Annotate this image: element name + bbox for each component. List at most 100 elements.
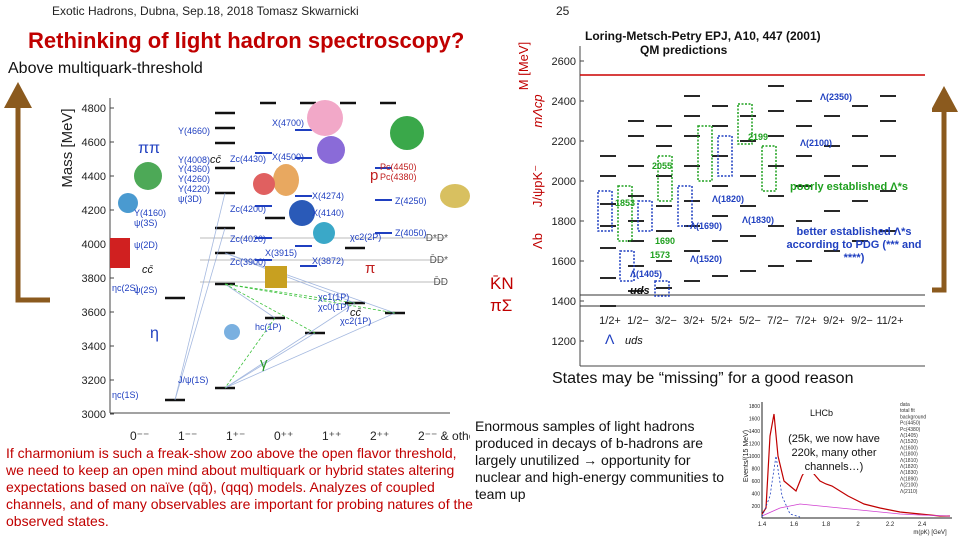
svg-text:χc0(1P): χc0(1P)	[318, 302, 349, 312]
svg-text:X(4500): X(4500)	[272, 152, 304, 162]
svg-text:Λ(1690): Λ(1690)	[690, 221, 722, 231]
svg-text:X(4140): X(4140)	[312, 208, 344, 218]
lhcb-legend-entry: Λ(1820)	[900, 464, 918, 470]
uds-label-bottom: uds	[625, 335, 643, 347]
charm-x-tick: 0⁻⁻	[130, 429, 149, 443]
lambda-x-tick: 9/2+	[823, 315, 845, 327]
svg-text:p: p	[370, 167, 378, 184]
svg-text:cc̄: cc̄	[210, 154, 222, 166]
lambda-x-tick: 7/2+	[795, 315, 817, 327]
lhcb-legend-entry: Λ(2100)	[900, 483, 918, 489]
svg-text:Z(4250): Z(4250)	[395, 196, 427, 206]
left-arrow-head	[4, 82, 32, 108]
lambda-x-tick: 3/2+	[683, 315, 705, 327]
lhcb-legend-entry: total fit	[900, 408, 915, 414]
charm-x-tick: 2⁺⁺	[370, 429, 389, 443]
lhcb-y-label: Events/(15 MeV)	[743, 430, 750, 482]
lambda-x-ticks: 1/2+ 1/2− 3/2− 3/2+ 5/2+ 5/2− 7/2− 7/2+ 9/2+ 9/2−…	[599, 315, 903, 327]
lhcb-note: (25k, we now have 220k, many other chann…	[784, 432, 884, 474]
svg-text:π: π	[365, 260, 375, 277]
lhcb-y-tick: 1600	[749, 417, 760, 423]
svg-text:Y(4360): Y(4360)	[178, 164, 210, 174]
lhcb-y-tick: 1200	[749, 442, 760, 448]
threshold-mlambda-cp: mΛcp	[530, 94, 545, 127]
lhcb-legend-entry: Λ(1810)	[900, 458, 918, 464]
page-number: 25	[556, 4, 570, 18]
svg-text:χc2(1P): χc2(1P)	[340, 316, 371, 326]
lhcb-legend-entry: Λ(1800)	[900, 452, 918, 458]
lhcb-legend-entry: Λ(1830)	[900, 470, 918, 476]
lambda-x-tick: 11/2+	[876, 315, 903, 327]
opportunity-remark: Enormous samples of light hadrons produc…	[475, 418, 725, 502]
lambda-y-tick: 1400	[552, 296, 576, 308]
charm-x-tick: 1⁺⁺	[322, 429, 341, 443]
svg-text:γ: γ	[260, 355, 268, 372]
lhcb-y-tick: 1800	[749, 404, 760, 410]
svg-text:Y(4660): Y(4660)	[178, 126, 210, 136]
charmonium-y-label: Mass [MeV]	[59, 108, 76, 187]
charmonium-spectrum-plot: Mass [MeV] 4800 4600 4400 4200 4000 3800 3600 3…	[50, 88, 470, 448]
svg-text:hc(1P): hc(1P)	[255, 322, 282, 332]
svg-text:Y(4220): Y(4220)	[178, 184, 210, 194]
lhcb-x-tick: 1.4	[758, 522, 767, 528]
charm-y-tick: 3200	[82, 375, 106, 387]
charm-y-tick: 3400	[82, 341, 106, 353]
svg-text:ηc(2S): ηc(2S)	[112, 283, 139, 293]
charm-y-tick: 3800	[82, 273, 106, 285]
svg-text:cc̄: cc̄	[350, 307, 362, 319]
svg-text:2055: 2055	[652, 161, 672, 171]
lambda-x-tick: 5/2+	[711, 315, 733, 327]
lambda-x-tick: 1/2−	[627, 315, 649, 327]
lhcb-y-tick: 1400	[749, 429, 760, 435]
svg-text:X(3872): X(3872)	[312, 256, 344, 266]
svg-text:η: η	[150, 325, 159, 342]
charm-y-tick: 4600	[82, 137, 106, 149]
svg-text:Pc(4380): Pc(4380)	[380, 172, 417, 182]
slide-title: Rethinking of light hadron spectroscopy?	[28, 28, 465, 53]
lambda-x-tick: 5/2−	[739, 315, 761, 327]
lhcb-x-tick: 1.6	[790, 522, 799, 528]
lhcb-x-tick: 2.4	[918, 522, 927, 528]
charm-x-tick: 1⁻⁻	[178, 429, 197, 443]
slide-subtitle: Above multiquark-threshold	[8, 60, 203, 77]
lhcb-x-tick: 2.2	[886, 522, 895, 528]
svg-text:Y(4008): Y(4008)	[178, 155, 210, 165]
lambda-y-tick: 1800	[552, 216, 576, 228]
lhcb-x-tick: 1.8	[822, 522, 831, 528]
svg-text:X(3915): X(3915)	[265, 248, 297, 258]
threshold-pi-sigma: πΣ	[490, 296, 512, 315]
right-arrow-head	[930, 86, 958, 112]
monster-illustrations	[110, 100, 470, 340]
svg-text:ψ(2S): ψ(2S)	[134, 285, 157, 295]
svg-text:Λ(1830): Λ(1830)	[742, 215, 774, 225]
svg-text:Zc(4430): Zc(4430)	[230, 154, 266, 164]
lhcb-legend-entry: Λ(1520)	[900, 439, 918, 445]
charm-y-tick: 3000	[82, 409, 106, 421]
lhcb-y-tick: 400	[752, 492, 761, 498]
lambda-x-tick: 7/2−	[767, 315, 789, 327]
svg-text:Zc(3900): Zc(3900)	[230, 257, 266, 267]
svg-text:Λ(1820): Λ(1820)	[712, 194, 744, 204]
svg-text:ψ(3S): ψ(3S)	[134, 218, 157, 228]
lhcb-legend-entry: Λ(2110)	[900, 489, 918, 495]
lhcb-y-tick: 200	[752, 504, 761, 510]
charm-y-tick: 4400	[82, 171, 106, 183]
charm-y-tick: 4000	[82, 239, 106, 251]
lhcb-legend-entry: Λ(1600)	[900, 445, 918, 451]
svg-text:J/ψ(1S): J/ψ(1S)	[178, 375, 208, 385]
svg-text:1573: 1573	[650, 250, 670, 260]
lhcb-legend-entry: Pc(4380)	[900, 427, 921, 433]
charm-y-tick: 4800	[82, 103, 106, 115]
svg-text:1853: 1853	[615, 198, 635, 208]
lambda-y-tick: 2600	[552, 56, 576, 68]
charm-x-tick: 2⁻⁻ & other	[418, 429, 470, 443]
lhcb-y-tick: 1000	[749, 454, 760, 460]
lambda-symbol: Λ	[605, 331, 615, 347]
lhcb-legend-entry: data	[900, 402, 910, 408]
lhcb-x-tick: 2	[856, 522, 860, 528]
lambda-x-tick: 9/2−	[851, 315, 873, 327]
charmonium-state-labels: Y(4660) Y(4360) Y(4260) Y(4220) ψ(3D) Y(…	[112, 118, 427, 400]
slide-header: Exotic Hadrons, Dubna, Sep.18, 2018 Toma…	[52, 4, 359, 18]
svg-text:1690: 1690	[655, 236, 675, 246]
charm-y-tick: 3600	[82, 307, 106, 319]
